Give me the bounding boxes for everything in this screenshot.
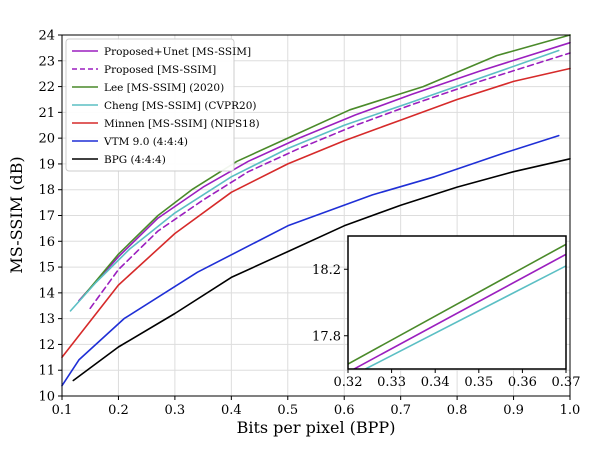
x-tick-label: 0.5: [277, 403, 298, 418]
x-tick-label: 1.0: [560, 403, 581, 418]
axis-ticks: 0.1 0.2 0.3 0.4 0.5 0.6 0.7 0.8 0.9 1.0 10 11 12 13 14…: [38, 29, 580, 419]
y-tick-label: 18: [38, 183, 55, 198]
y-tick-label: 12: [38, 338, 55, 353]
inset-x-tick-label: 0.37: [552, 375, 581, 390]
legend-label-1: Proposed [MS-SSIM]: [104, 64, 216, 76]
y-tick-label: 15: [38, 261, 55, 276]
legend-label-3: Cheng [MS-SSIM] (CVPR20): [104, 100, 256, 112]
inset-x-tick-label: 0.36: [508, 375, 537, 390]
x-tick-label: 0.6: [334, 403, 355, 418]
y-tick-label: 23: [38, 54, 55, 69]
series-line-6: [72, 158, 571, 382]
inset-x-tick-label: 0.33: [377, 375, 406, 390]
legend-label-5: VTM 9.0 (4:4:4): [103, 136, 188, 148]
inset-zoom: 0.32 0.33 0.34 0.35 0.36 0.37 17.8 18.2: [312, 235, 581, 390]
y-tick-label: 14: [38, 286, 55, 301]
inset-y-tick-label: 17.8: [312, 329, 341, 344]
series-line-3: [69, 49, 560, 312]
x-tick-label: 0.8: [447, 403, 468, 418]
legend-label-4: Minnen [MS-SSIM] (NIPS18): [104, 118, 260, 130]
inset-x-tick-label: 0.35: [464, 375, 493, 390]
x-tick-label: 0.4: [221, 403, 242, 418]
x-axis-label: Bits per pixel (BPP): [237, 418, 396, 437]
y-tick-label: 13: [38, 312, 55, 327]
x-tick-label: 0.7: [390, 403, 411, 418]
series-lines: [61, 34, 571, 387]
y-tick-label: 19: [38, 157, 55, 172]
y-axis-label: MS-SSIM (dB): [7, 156, 26, 273]
inset-x-tick-label: 0.32: [334, 375, 363, 390]
series-line-1: [89, 52, 571, 310]
y-tick-label: 20: [38, 132, 55, 147]
legend-label-6: BPG (4:4:4): [104, 154, 166, 166]
legend-label-2: Lee [MS-SSIM] (2020): [104, 82, 224, 94]
series-line-0: [78, 41, 571, 302]
y-tick-label: 16: [38, 235, 55, 250]
y-tick-label: 22: [38, 80, 55, 95]
y-tick-label: 24: [38, 29, 55, 44]
legend: Proposed+Unet [MS-SSIM] Proposed [MS-SSIM…: [65, 38, 260, 172]
y-tick-label: 21: [38, 106, 55, 121]
inset-frame: [347, 235, 567, 370]
y-tick-label: 17: [38, 209, 55, 224]
x-tick-label: 0.1: [52, 403, 73, 418]
inset-series-line-2: [365, 265, 566, 369]
inset-series: [348, 243, 566, 369]
legend-label-0: Proposed+Unet [MS-SSIM]: [104, 46, 251, 58]
inset-series-line-0: [348, 243, 566, 365]
y-tick-label: 10: [38, 390, 55, 405]
inset-series-line-1: [352, 253, 566, 369]
inset-y-tick-label: 18.2: [312, 263, 341, 278]
series-line-2: [81, 34, 571, 299]
inset-background: [348, 236, 566, 369]
legend-box: [65, 38, 235, 172]
series-line-4: [61, 67, 571, 359]
x-tick-label: 0.9: [503, 403, 524, 418]
y-tick-label: 11: [38, 364, 55, 379]
x-tick-label: 0.3: [165, 403, 186, 418]
x-tick-label: 0.2: [108, 403, 129, 418]
series-line-5: [61, 134, 560, 387]
inset-x-tick-label: 0.34: [421, 375, 450, 390]
